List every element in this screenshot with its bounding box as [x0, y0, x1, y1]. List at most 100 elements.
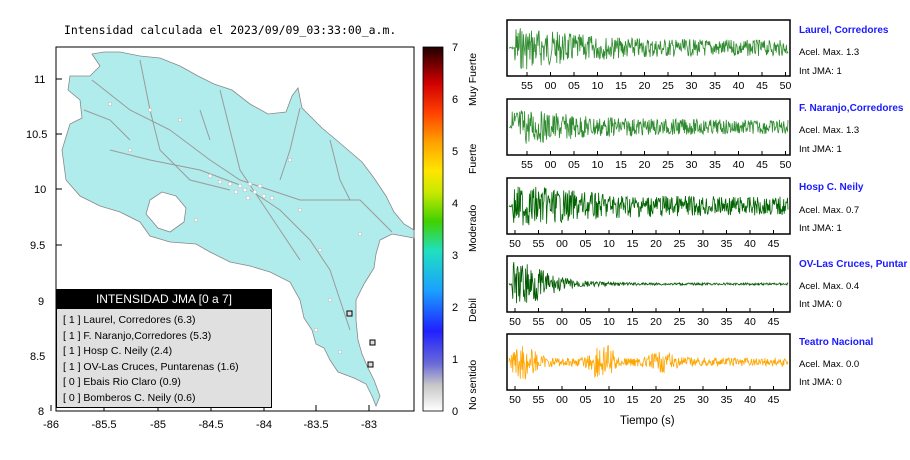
intensity-legend: INTENSIDAD JMA [0 a 7] [ 1 ] Laurel, Cor…	[56, 289, 272, 408]
legend-row: [ 0 ] Bomberos C. Neily (0.6)	[63, 391, 196, 404]
time-axis-label: Tiempo (s)	[620, 415, 675, 427]
waveform-trace	[508, 344, 789, 381]
legend-row: [ 1 ] OV-Las Cruces, Puntarenas (1.6)	[63, 360, 239, 373]
lon-tick-label: -84.5	[198, 419, 223, 431]
time-tick-label: 40	[744, 316, 756, 328]
time-tick-label: 00	[556, 316, 568, 328]
legend-row: [ 1 ] F. Naranjo,Corredores (5.3)	[63, 329, 212, 342]
station-marker-neily	[367, 361, 374, 368]
time-tick-label: 00	[545, 159, 557, 171]
intensity-colorbar	[422, 46, 444, 412]
time-tick-label: 10	[592, 80, 604, 92]
lon-tick-label: -84	[256, 419, 272, 431]
time-tick-label: 10	[603, 394, 615, 406]
lon-tick-label: -83	[361, 419, 377, 431]
time-tick-label: 35	[721, 238, 733, 250]
time-tick-label: 30	[697, 238, 709, 250]
station-jma: Int JMA: 1	[799, 144, 842, 155]
waveform-trace	[508, 28, 789, 70]
lat-tick-label: 8.5	[30, 351, 45, 363]
time-tick-label: 45	[768, 316, 780, 328]
time-tick-label: 45	[756, 80, 768, 92]
time-tick-label: 05	[580, 394, 592, 406]
time-tick-label: 25	[674, 316, 686, 328]
time-tick-label: 10	[603, 238, 615, 250]
station-name: Teatro Nacional	[799, 337, 874, 348]
time-tick-label: 40	[744, 394, 756, 406]
time-tick-label: 55	[533, 238, 545, 250]
time-tick-label: 45	[768, 394, 780, 406]
time-tick-label: 30	[697, 316, 709, 328]
time-tick-label: 05	[568, 159, 580, 171]
lat-tick-label: 9	[38, 296, 44, 308]
station-name: Hosp C. Neily	[799, 182, 864, 193]
colorbar-tick-label: 7	[452, 42, 458, 54]
lon-tick-label: -86	[43, 419, 59, 431]
lat-tick-label: 9.5	[30, 240, 45, 252]
time-tick-label: 00	[556, 238, 568, 250]
station-marker-naranjo	[369, 339, 376, 346]
time-tick-label: 45	[756, 159, 768, 171]
time-tick-label: 50	[780, 80, 792, 92]
station-acel: Acel. Max. 1.3	[799, 125, 860, 136]
class-label-muy-fuerte: Muy Fuerte	[467, 53, 479, 106]
time-tick-label: 30	[697, 394, 709, 406]
map-title: Intensidad calculada el 2023/09/09_03:33…	[64, 23, 396, 37]
time-tick-label: 40	[733, 159, 745, 171]
colorbar-tick-label: 4	[452, 198, 458, 210]
class-label-debil: Debil	[467, 298, 479, 322]
station-jma: Int JMA: 0	[799, 299, 842, 310]
lat-tick-label: 8	[38, 406, 44, 418]
station-jma: Int JMA: 1	[799, 66, 842, 77]
station-acel: Acel. Max. 0.7	[799, 205, 860, 216]
time-tick-label: 50	[780, 159, 792, 171]
lat-tick-label: 10	[34, 184, 46, 196]
lon-tick-label: -85.5	[91, 419, 116, 431]
colorbar-tick-label: 0	[452, 406, 458, 418]
lat-axis: 8 8.5 9 9.5 10 10.5 11	[26, 74, 62, 418]
colorbar-tick-label: 5	[452, 146, 458, 158]
time-tick-label: 25	[662, 159, 674, 171]
legend-title: INTENSIDAD JMA [0 a 7]	[57, 290, 271, 309]
time-tick-label: 00	[545, 80, 557, 92]
time-tick-label: 15	[615, 159, 627, 171]
legend-row: [ 1 ] Laurel, Corredores (6.3)	[63, 314, 196, 326]
time-tick-label: 05	[580, 316, 592, 328]
station-name: Laurel, Corredores	[799, 25, 889, 36]
time-tick-label: 40	[733, 80, 745, 92]
time-tick-label: 45	[768, 238, 780, 250]
lat-tick-label: 10.5	[26, 129, 47, 141]
time-tick-label: 25	[674, 238, 686, 250]
time-tick-label: 10	[603, 316, 615, 328]
time-tick-label: 05	[568, 80, 580, 92]
colorbar-ticks: 0 1 2 3 4 5 6 7	[452, 42, 458, 418]
time-tick-label: 50	[509, 394, 521, 406]
time-tick-label: 20	[650, 316, 662, 328]
legend-row: [ 1 ] Hosp C. Neily (2.4)	[63, 345, 173, 357]
station-name: OV-Las Cruces, Puntar	[799, 259, 908, 270]
time-tick-label: 35	[709, 159, 721, 171]
time-tick-label: 15	[627, 238, 639, 250]
station-jma: Int JMA: 0	[799, 377, 842, 388]
station-acel: Acel. Max. 0.4	[799, 281, 860, 292]
time-tick-label: 20	[639, 80, 651, 92]
lat-tick-label: 11	[34, 74, 45, 86]
waveform-trace	[508, 110, 789, 144]
colorbar-tick-label: 1	[452, 354, 458, 366]
station-name: F. Naranjo,Corredores	[799, 103, 904, 114]
time-tick-label: 30	[686, 159, 698, 171]
time-tick-label: 15	[615, 80, 627, 92]
time-tick-label: 15	[627, 394, 639, 406]
time-tick-label: 40	[744, 238, 756, 250]
colorbar-tick-label: 3	[452, 250, 458, 262]
colorbar-classes: No sentido Debil Moderado Fuerte Muy Fue…	[467, 53, 479, 410]
time-tick-label: 55	[533, 316, 545, 328]
time-tick-label: 25	[674, 394, 686, 406]
time-tick-label: 20	[650, 394, 662, 406]
lon-tick-label: -83.5	[303, 419, 328, 431]
station-marker-laurel	[346, 310, 353, 317]
time-tick-label: 55	[521, 80, 533, 92]
time-tick-label: 55	[533, 394, 545, 406]
time-tick-label: 35	[709, 80, 721, 92]
